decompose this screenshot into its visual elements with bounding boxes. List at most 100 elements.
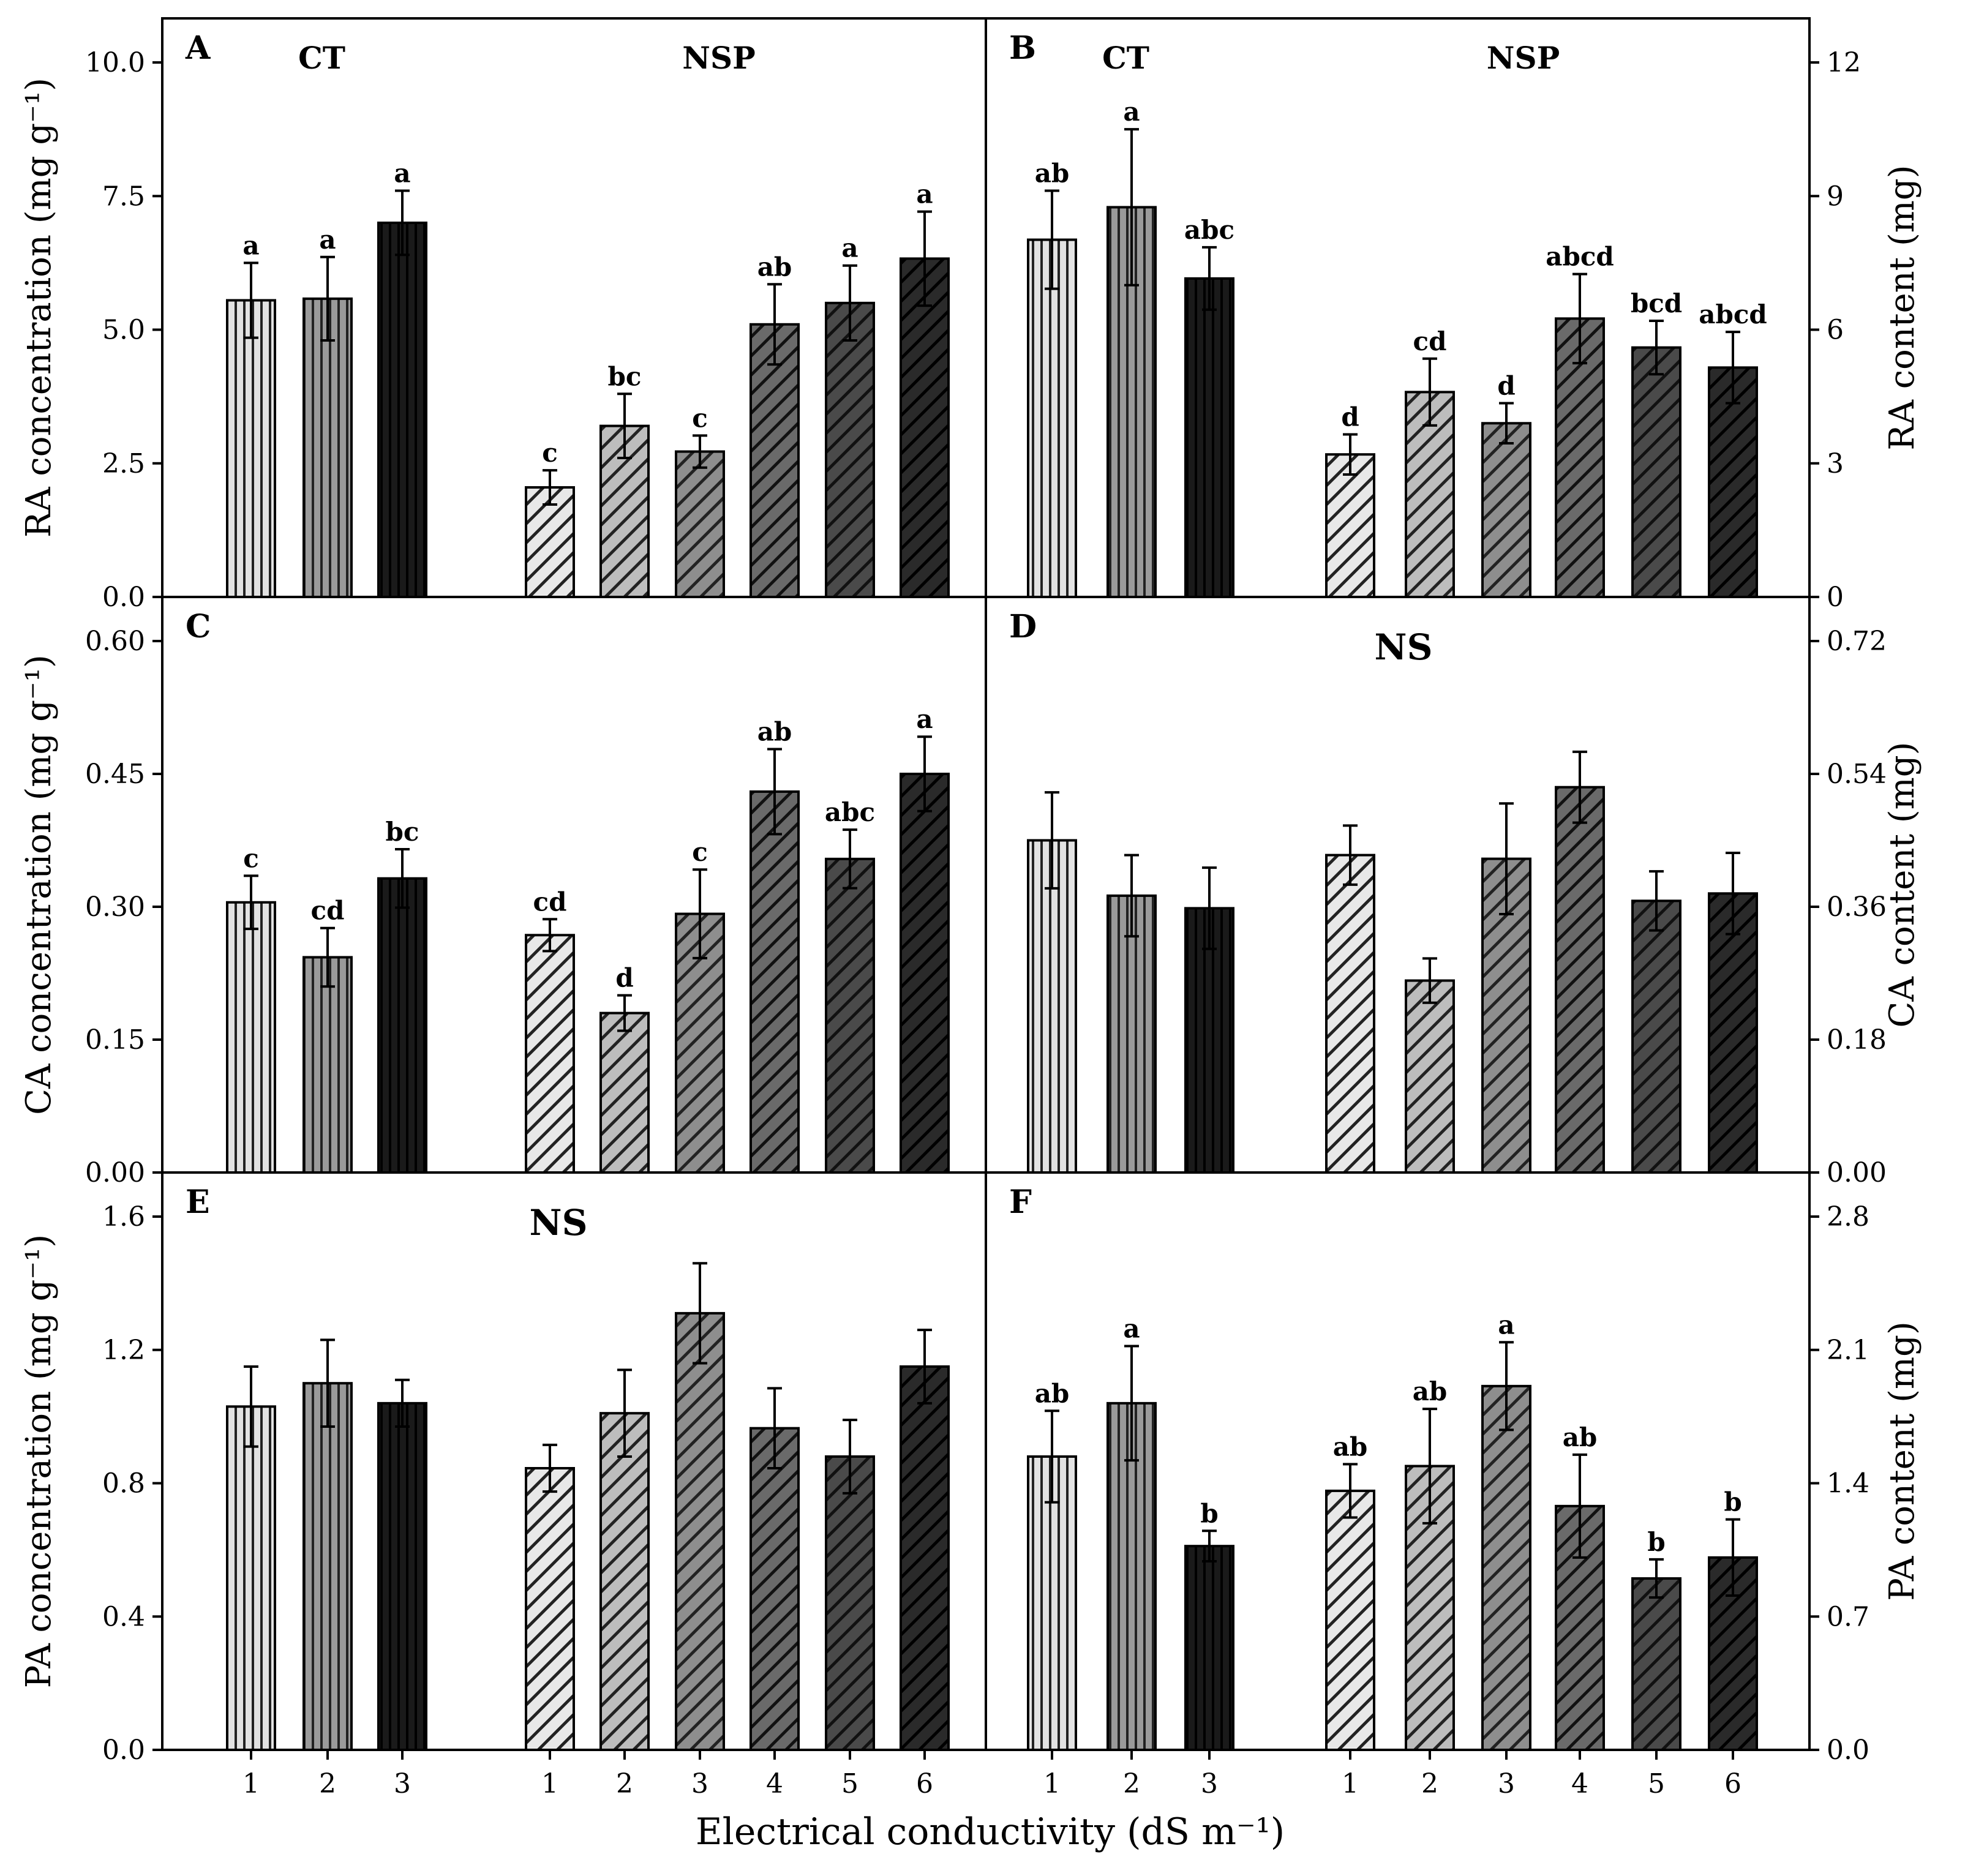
panel-b-significance-letter: cd [1413, 326, 1447, 356]
panel-c-significance-letter: a [916, 704, 933, 734]
panel-a-bar [675, 450, 725, 598]
panel-a-bar [377, 221, 427, 598]
panel-c-significance-letter: abc [825, 797, 875, 827]
panel-a-significance-letter: bc [608, 361, 642, 391]
panel-e-bar [900, 1365, 950, 1751]
panel-e-xtick-label: 4 [766, 1768, 783, 1799]
panel-f-ytick-label: 0.0 [1827, 1735, 1869, 1766]
panel-f-significance-letter: b [1724, 1487, 1741, 1517]
panel-a-significance-letter: c [692, 403, 708, 433]
panel-a-bar [900, 257, 950, 598]
panel-e-bar [675, 1311, 725, 1751]
panel-f-xtick-label: 1 [1342, 1768, 1359, 1799]
panel-b-significance-letter: ab [1035, 159, 1070, 189]
panel-f-significance-letter: ab [1563, 1422, 1598, 1452]
panel-e-xtick-label: 1 [242, 1768, 260, 1799]
panel-f-xtick-label: 5 [1648, 1768, 1665, 1799]
panel-b-bar [1555, 317, 1605, 598]
panel-d-ns-label: NS [1375, 626, 1433, 668]
panel-c-bar [750, 790, 800, 1174]
panel-a-ytick-label: 5.0 [102, 315, 145, 346]
panel-e-bar [377, 1401, 427, 1752]
panel-c-bar [302, 956, 353, 1174]
panel-e-bar [825, 1455, 875, 1751]
panel-f-label: F [1009, 1184, 1032, 1221]
panel-b-significance-letter: d [1341, 402, 1359, 432]
panel-c-significance-letter: cd [311, 896, 345, 926]
panel-e-label: E [186, 1184, 210, 1221]
panel-d-bar [1027, 839, 1077, 1174]
panel-c-bar [825, 857, 875, 1174]
panel-f-significance-letter: a [1498, 1310, 1514, 1340]
panel-b-group-label-ct: CT [1102, 40, 1149, 76]
panel-c-bar [900, 773, 950, 1174]
panel-c-ytick-label: 0.45 [85, 759, 145, 790]
panel-e-ytick-label: 1.6 [102, 1201, 145, 1233]
panel-d-y-axis-title: CA content (mg) [1882, 742, 1922, 1028]
panel-f-xtick-label: 2 [1123, 1768, 1140, 1799]
panel-a-ytick-label: 0.0 [102, 582, 145, 613]
panel-f-xtick-label: 2 [1421, 1768, 1438, 1799]
panel-c-significance-letter: d [615, 963, 633, 993]
panel-a-bar [750, 323, 800, 599]
panel-a-ytick-label: 10.0 [85, 47, 145, 78]
panel-b-label: B [1009, 29, 1036, 67]
panel-b-ytick-label: 0 [1827, 582, 1844, 613]
panel-c-bar [377, 877, 427, 1174]
panel-d-ytick-label: 0.00 [1827, 1157, 1887, 1188]
panel-d-bar [1631, 899, 1681, 1174]
panel-a-significance-letter: ab [757, 252, 792, 282]
panel-a-bar [302, 297, 353, 598]
panel-f-xtick-label: 1 [1043, 1768, 1061, 1799]
panel-a-label: A [185, 29, 211, 67]
panel-b-bar [1325, 453, 1375, 599]
panel-f-xtick-label: 3 [1201, 1768, 1218, 1799]
panel-a-significance-letter: a [841, 233, 858, 263]
panel-f-xtick-label: 6 [1724, 1768, 1741, 1799]
panel-e-ns-label: NS [530, 1202, 588, 1244]
panel-f-significance-letter: ab [1333, 1431, 1368, 1461]
panel-e-xtick-label: 2 [319, 1768, 336, 1799]
panel-c-significance-letter: c [692, 837, 708, 867]
panel-d-bar [1184, 907, 1234, 1174]
panel-e-ytick-label: 0.4 [102, 1601, 145, 1632]
panel-b-ytick-label: 3 [1827, 448, 1844, 479]
panel-c-significance-letter: bc [386, 817, 419, 847]
panel-b-group-label-nsp: NSP [1487, 40, 1560, 76]
panel-c-significance-letter: c [243, 843, 259, 873]
panel-a-significance-letter: c [542, 438, 558, 468]
panel-f-significance-letter: b [1647, 1527, 1665, 1557]
panel-d-bar [1555, 786, 1605, 1174]
panel-a-group-label-nsp: NSP [682, 40, 755, 76]
panel-f-significance-letter: a [1123, 1314, 1140, 1344]
panel-a-bar [825, 301, 875, 598]
panel-b-bar [1027, 238, 1077, 599]
x-axis-title: Electrical conductivity (dS m⁻¹) [696, 1810, 1285, 1853]
panel-f-ytick-label: 1.4 [1827, 1468, 1869, 1499]
panel-e-xtick-label: 6 [916, 1768, 933, 1799]
panel-e-xtick-label: 3 [394, 1768, 411, 1799]
panel-d-bar [1708, 892, 1758, 1174]
panel-f-y-axis-title: PA content (mg) [1882, 1321, 1922, 1601]
panel-b-significance-letter: abcd [1546, 242, 1614, 272]
panel-c-ytick-label: 0.00 [85, 1157, 145, 1188]
panel-e-xtick-label: 1 [541, 1768, 558, 1799]
panel-a-y-axis-title: RA concentration (mg g⁻¹) [19, 78, 59, 538]
panel-a-bar [599, 424, 650, 598]
panel-e-bar [226, 1405, 276, 1751]
panel-f-bar [1184, 1545, 1234, 1751]
panel-b-bar [1481, 422, 1531, 599]
panel-a-group-label-ct: CT [298, 40, 345, 76]
panel-c-bar [599, 1011, 650, 1174]
panel-e-bar [599, 1412, 650, 1751]
panel-b-bar [1631, 346, 1681, 598]
panel-e-xtick-label: 5 [841, 1768, 859, 1799]
panel-a-significance-letter: a [242, 230, 259, 260]
panel-b-significance-letter: bcd [1631, 288, 1682, 318]
panel-b-ytick-label: 12 [1827, 47, 1861, 78]
panel-f-significance-letter: ab [1413, 1376, 1448, 1406]
panel-d-ytick-label: 0.54 [1827, 759, 1887, 790]
panel-f-bar [1481, 1384, 1531, 1751]
panel-e-y-axis-title: PA concentration (mg g⁻¹) [19, 1234, 59, 1688]
